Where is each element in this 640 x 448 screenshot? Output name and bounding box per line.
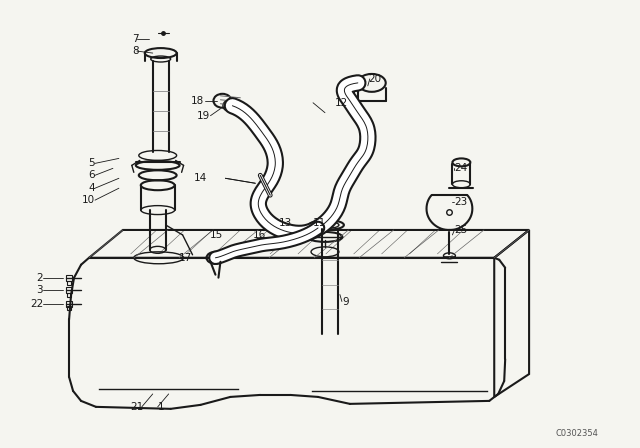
Text: 21: 21: [131, 402, 144, 412]
Text: 10: 10: [82, 195, 95, 205]
Text: 2: 2: [36, 273, 44, 283]
Text: 14: 14: [195, 173, 207, 183]
Text: 1: 1: [157, 402, 164, 412]
Text: 15: 15: [210, 230, 223, 240]
Text: 17: 17: [179, 253, 193, 263]
Text: 22: 22: [30, 298, 44, 309]
Text: 23: 23: [454, 197, 468, 207]
Text: 7: 7: [132, 34, 139, 44]
Text: 18: 18: [191, 96, 205, 106]
Text: 3: 3: [36, 284, 44, 295]
Text: 5: 5: [88, 159, 95, 168]
Text: 11: 11: [313, 218, 326, 228]
Text: 12: 12: [335, 98, 348, 108]
Text: 13: 13: [279, 218, 292, 228]
Text: 20: 20: [368, 74, 381, 84]
Text: 25: 25: [454, 225, 468, 235]
Text: 9: 9: [342, 297, 349, 306]
Text: 16: 16: [253, 230, 266, 240]
Text: C0302354: C0302354: [556, 429, 599, 438]
Text: 8: 8: [132, 46, 139, 56]
Text: 4: 4: [88, 183, 95, 193]
Text: 19: 19: [197, 111, 211, 121]
Text: 6: 6: [88, 170, 95, 180]
Text: 24: 24: [454, 164, 468, 173]
